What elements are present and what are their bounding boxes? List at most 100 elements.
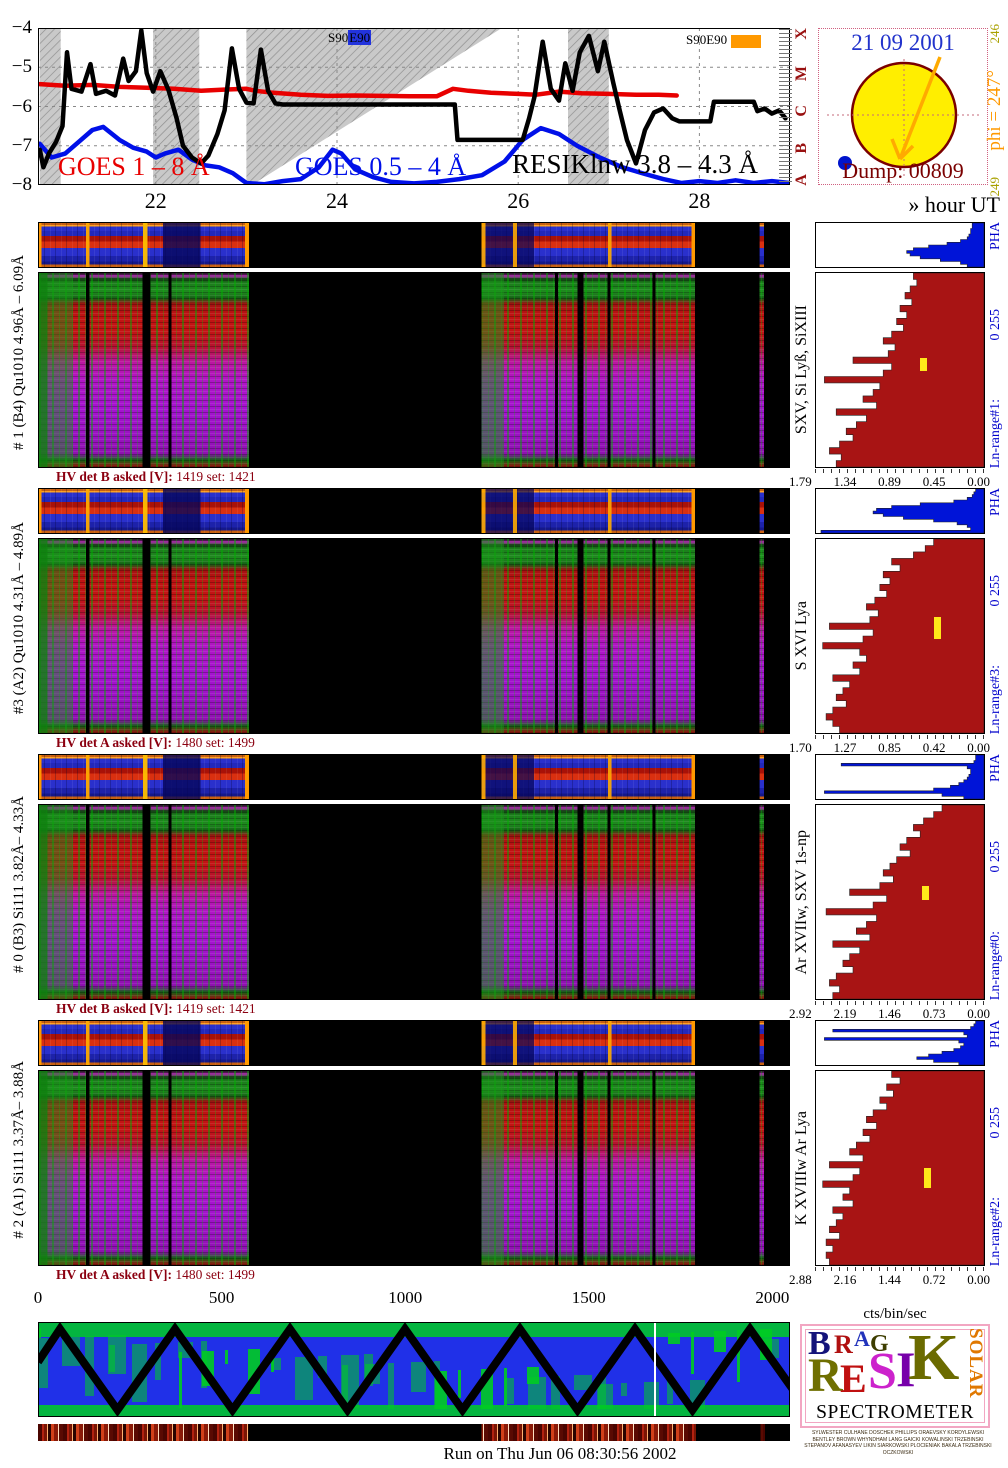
right-axis-tick-ruler	[779, 29, 792, 184]
scale-value: 0.00	[967, 1006, 990, 1021]
line-id-label-col: S XVI Lya	[791, 538, 813, 734]
orange-swatch	[731, 34, 762, 48]
count-histogram-red	[815, 1070, 985, 1266]
scale-value: 0.42	[922, 740, 946, 755]
logo-letter: A	[854, 1326, 870, 1351]
scale-value: 1.79	[789, 474, 812, 489]
hv-label: HV det A asked [V]:	[56, 1267, 173, 1282]
scale-value: 2.92	[789, 1006, 812, 1021]
spectral-line-label: SXV, Si Lyß, SiXIII	[793, 305, 810, 435]
resik-curve-label: RESIKlnw 3.8 – 4.3 Å	[512, 149, 759, 179]
ln-range-label: Ln-range#3:	[988, 664, 1003, 734]
logo-letter: G	[870, 1331, 889, 1357]
arrowhead-right-icon	[898, 144, 915, 161]
pha-axis-label: PHA	[988, 222, 1003, 251]
main-spectrogram	[38, 804, 790, 1000]
scale-value: 1.34	[833, 474, 857, 489]
scale-value: 2.19	[833, 1006, 857, 1021]
spectral-line-label: S XVI Lya	[793, 601, 810, 671]
scale-value: 2.88	[789, 1272, 812, 1287]
flux-axis-label: −8	[11, 174, 32, 195]
histogram-scale-row: 2.88 2.16 1.44 0.72 0.00	[789, 1272, 990, 1288]
count-histogram-red	[815, 804, 985, 1000]
panel-2-a1: # 2 (A1) Si111 3.37Å– 3.88Å HV det A ask…	[0, 1020, 1008, 1288]
scale-value: 0.45	[922, 474, 946, 489]
red-histogram-svg	[822, 1070, 985, 1266]
bin-tick-label: 1500	[571, 1288, 606, 1307]
hour-tick-label: 26	[507, 188, 530, 213]
panel-left-label-col: #3 (A2) Qu1010 4.31Å – 4.89Å	[2, 488, 36, 748]
observation-date: 21 09 2001	[851, 30, 955, 55]
scale-value: 0.00	[967, 474, 990, 489]
goes-class-letter: C	[793, 105, 810, 117]
scale-value: 0.89	[878, 474, 901, 489]
red-histogram-svg	[822, 538, 985, 734]
logo-letter: K	[908, 1321, 960, 1394]
red-histogram-svg	[825, 804, 985, 1000]
panel-wavelength-label: # 1 (B4) Qu1010 4.96Å – 6.09Å	[10, 254, 27, 450]
panel-left-label-col: # 2 (A1) Si111 3.37Å– 3.88Å	[2, 1020, 36, 1280]
s90-prefix: S90	[328, 30, 349, 45]
goes18-curve-label: GOES 1 – 8 Å	[58, 152, 210, 181]
logo-letter: I	[896, 1341, 916, 1397]
ln-range-label: Ln-range#2:	[988, 1196, 1003, 1266]
hv-values: 1480 set: 1499	[175, 735, 255, 750]
spectrogram-panels: # 1 (B4) Qu1010 4.96Å – 6.09Å HV det B a…	[0, 222, 1008, 1288]
hour-tick-label: 28	[688, 188, 711, 213]
histogram-scale-row: 1.70 1.27 0.85 0.42 0.00	[789, 740, 990, 756]
hv-status-line: HV det A asked [V]: 1480 set: 1499	[56, 1267, 255, 1283]
histogram-axis-ticks	[815, 735, 985, 739]
ln-range-label-col: Ln-range#2: 0 255 PHA	[984, 1020, 1008, 1266]
hv-values: 1419 set: 1421	[176, 1001, 256, 1016]
team-line: SYLWESTER CULHANE DOSCHEK PHILLIPS ORAEV…	[811, 1430, 985, 1436]
hv-status-line: HV det B asked [V]: 1419 set: 1421	[56, 469, 256, 485]
gain-marker	[920, 358, 928, 372]
hour-axis-unit-label: » hour UT	[908, 192, 1000, 217]
ln-range-label-col: Ln-range#0: 0 255 PHA	[984, 754, 1008, 1000]
hv-values: 1419 set: 1421	[176, 469, 256, 484]
s90-suffix-blue-swatch: E90	[348, 30, 372, 45]
phi-angle-label: phi = 247°	[984, 69, 1005, 151]
team-credits: SYLWESTER CULHANE DOSCHEK PHILLIPS ORAEV…	[796, 1430, 1000, 1456]
ln-range-label-col: Ln-range#3: 0 255 PHA	[984, 488, 1008, 734]
hv-label: HV det B asked [V]:	[56, 1001, 173, 1016]
main-spectrogram	[38, 1070, 790, 1266]
team-line: BENTLEY BROWN WHYNDHAM LANG GAICKI KOWAL…	[812, 1436, 984, 1443]
scale-value: 0.00	[967, 1272, 990, 1287]
spectral-line-label: Ar XVIIw, SXV 1s-np	[793, 829, 810, 975]
logo-letter: S	[868, 1343, 897, 1400]
line-id-label-col: K XVIIIw Ar Lya	[791, 1070, 813, 1266]
red-histogram-svg	[824, 272, 985, 468]
flux-axis-label: −7	[11, 134, 32, 156]
pointing-arrow	[898, 56, 942, 160]
pha-axis-label: PHA	[988, 488, 1003, 517]
pha-strip-spectrogram	[38, 222, 790, 268]
scale-value: 0.85	[878, 740, 901, 755]
panel-wavelength-label: # 2 (A1) Si111 3.37Å– 3.88Å	[10, 1061, 27, 1239]
bin-tick-label: 500	[208, 1288, 235, 1307]
ln-range-label: Ln-range#1:	[988, 398, 1003, 468]
count-histogram-red	[815, 272, 985, 468]
flux-axis-label: −6	[11, 95, 32, 117]
count-histogram-red	[815, 538, 985, 734]
pha-histogram-blue	[815, 488, 985, 534]
hv-status-line: HV det A asked [V]: 1480 set: 1499	[56, 735, 255, 751]
goes054-curve-label: GOES 0.5 – 4 Å	[295, 152, 467, 181]
hour-axis-ticks: 22 24 26 28	[38, 188, 790, 218]
sun-disk-diagram	[827, 56, 981, 177]
hour-tick-label: 24	[325, 188, 348, 213]
gain-marker	[923, 1168, 931, 1188]
scale-value: 1.70	[789, 740, 812, 755]
blue-histogram-svg	[824, 1020, 985, 1066]
blue-histogram-svg	[820, 488, 985, 534]
histogram-scale-row: 1.79 1.34 0.89 0.45 0.00	[789, 474, 990, 490]
pha-strip-spectrogram	[38, 754, 790, 800]
pha-histogram-blue	[815, 222, 985, 268]
pha-axis-label: PHA	[988, 1020, 1003, 1049]
panel-wavelength-label: # 0 (B3) Si111 3.82Å– 4.33Å	[10, 795, 27, 973]
scale-value: 0.72	[922, 1272, 946, 1287]
scale-value: 1.46	[878, 1006, 901, 1021]
flux-axis-label: −5	[11, 56, 32, 78]
